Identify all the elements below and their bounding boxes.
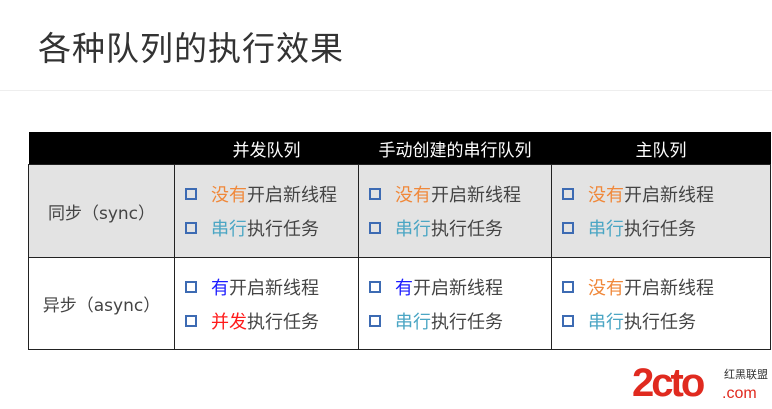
highlight-text: 有 [395,277,413,299]
highlight-text: 没有 [211,185,247,206]
highlight-text: 没有 [395,185,431,206]
list-item: 有开启新线程 [369,274,551,300]
list-item: 并发 执行任务 [185,308,358,334]
list-item: 没有 开启新线程 [562,274,770,300]
square-bullet-icon [185,280,197,293]
watermark-logo: 2cto .com 红黑联盟 [632,362,768,402]
highlight-text: 没有 [588,277,624,299]
table-cell: 没有 开启新线程 串行 执行任务 [174,164,359,258]
table-cell: 没有 开启新线程 串行 执行任务 [358,164,552,258]
square-bullet-icon [185,314,197,327]
highlight-text: 串行 [211,219,247,240]
item-text: 执行任务 [624,219,696,240]
header-main: 主队列 [551,132,771,165]
header-serial: 手动创建的串行队列 [358,132,552,165]
square-bullet-icon [185,222,197,234]
item-text: 执行任务 [247,311,319,333]
item-text: 开启新线程 [431,185,521,206]
list-item: 有开启新线程 [185,274,358,300]
queue-table: 并发队列 手动创建的串行队列 主队列 同步（sync） 没有 开启新线程 串行 执行任务… [28,132,771,350]
header-concurrent: 并发队列 [174,132,359,165]
item-text: 执行任务 [431,311,503,333]
highlight-text: 串行 [588,311,624,333]
svg-text:.com: .com [722,385,757,402]
list-item: 没有 开启新线程 [562,181,770,207]
highlight-text: 串行 [395,311,431,333]
table-cell: 没有 开启新线程 串行 执行任务 [551,257,771,350]
list-item: 串行 执行任务 [562,215,770,241]
square-bullet-icon [562,314,574,327]
list-item: 串行 执行任务 [185,215,358,241]
highlight-text: 有 [211,277,229,299]
highlight-text: 没有 [588,185,624,206]
table-row: 异步（async）有开启新线程 并发 执行任务有开启新线程 串行 执行任务 没有 开启新线程… [28,257,771,350]
square-bullet-icon [562,280,574,293]
divider [0,90,772,91]
item-text: 开启新线程 [247,185,337,206]
square-bullet-icon [369,314,381,327]
table-cell: 有开启新线程 并发 执行任务 [174,257,359,350]
item-text: 执行任务 [247,219,319,240]
square-bullet-icon [369,280,381,293]
item-text: 执行任务 [431,219,503,240]
table-cell: 有开启新线程 串行 执行任务 [358,257,552,350]
item-text: 开启新线程 [413,277,503,299]
square-bullet-icon [369,188,381,200]
list-item: 串行 执行任务 [369,308,551,334]
svg-text:2cto: 2cto [632,362,704,402]
list-item: 串行 执行任务 [562,308,770,334]
table-row: 同步（sync） 没有 开启新线程 串行 执行任务 没有 开启新线程 串行 执行任务 没有 开启新线… [28,164,771,258]
item-text: 开启新线程 [624,277,714,299]
square-bullet-icon [369,222,381,234]
square-bullet-icon [185,188,197,200]
row-header: 同步（sync） [28,164,175,258]
item-text: 开启新线程 [229,277,319,299]
header-row: 并发队列 手动创建的串行队列 主队列 [28,132,771,165]
item-text: 开启新线程 [624,185,714,206]
square-bullet-icon [562,188,574,200]
highlight-text: 串行 [588,219,624,240]
list-item: 没有 开启新线程 [185,181,358,207]
list-item: 串行 执行任务 [369,215,551,241]
svg-text:红黑联盟: 红黑联盟 [724,368,768,381]
row-header: 异步（async） [28,257,175,350]
item-text: 执行任务 [624,311,696,333]
highlight-text: 并发 [211,311,247,333]
slide-title: 各种队列的执行效果 [38,29,344,68]
header-empty [28,132,175,165]
square-bullet-icon [562,222,574,234]
table-cell: 没有 开启新线程 串行 执行任务 [551,164,771,258]
highlight-text: 串行 [395,219,431,240]
list-item: 没有 开启新线程 [369,181,551,207]
